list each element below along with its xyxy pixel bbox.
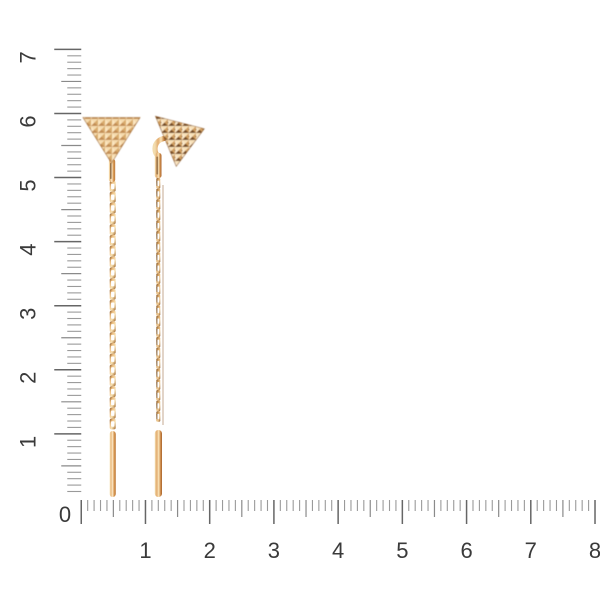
svg-text:2: 2: [15, 372, 40, 384]
svg-text:4: 4: [15, 243, 40, 255]
svg-text:6: 6: [15, 115, 40, 127]
svg-text:3: 3: [15, 308, 40, 320]
svg-text:4: 4: [332, 538, 344, 563]
svg-text:2: 2: [204, 538, 216, 563]
svg-text:1: 1: [15, 436, 40, 448]
svg-text:8: 8: [589, 538, 600, 563]
svg-text:5: 5: [396, 538, 408, 563]
svg-text:6: 6: [460, 538, 472, 563]
svg-text:0: 0: [59, 502, 71, 527]
svg-text:5: 5: [15, 179, 40, 191]
svg-text:1: 1: [139, 538, 151, 563]
svg-text:7: 7: [15, 51, 40, 63]
svg-text:3: 3: [268, 538, 280, 563]
svg-text:7: 7: [525, 538, 537, 563]
